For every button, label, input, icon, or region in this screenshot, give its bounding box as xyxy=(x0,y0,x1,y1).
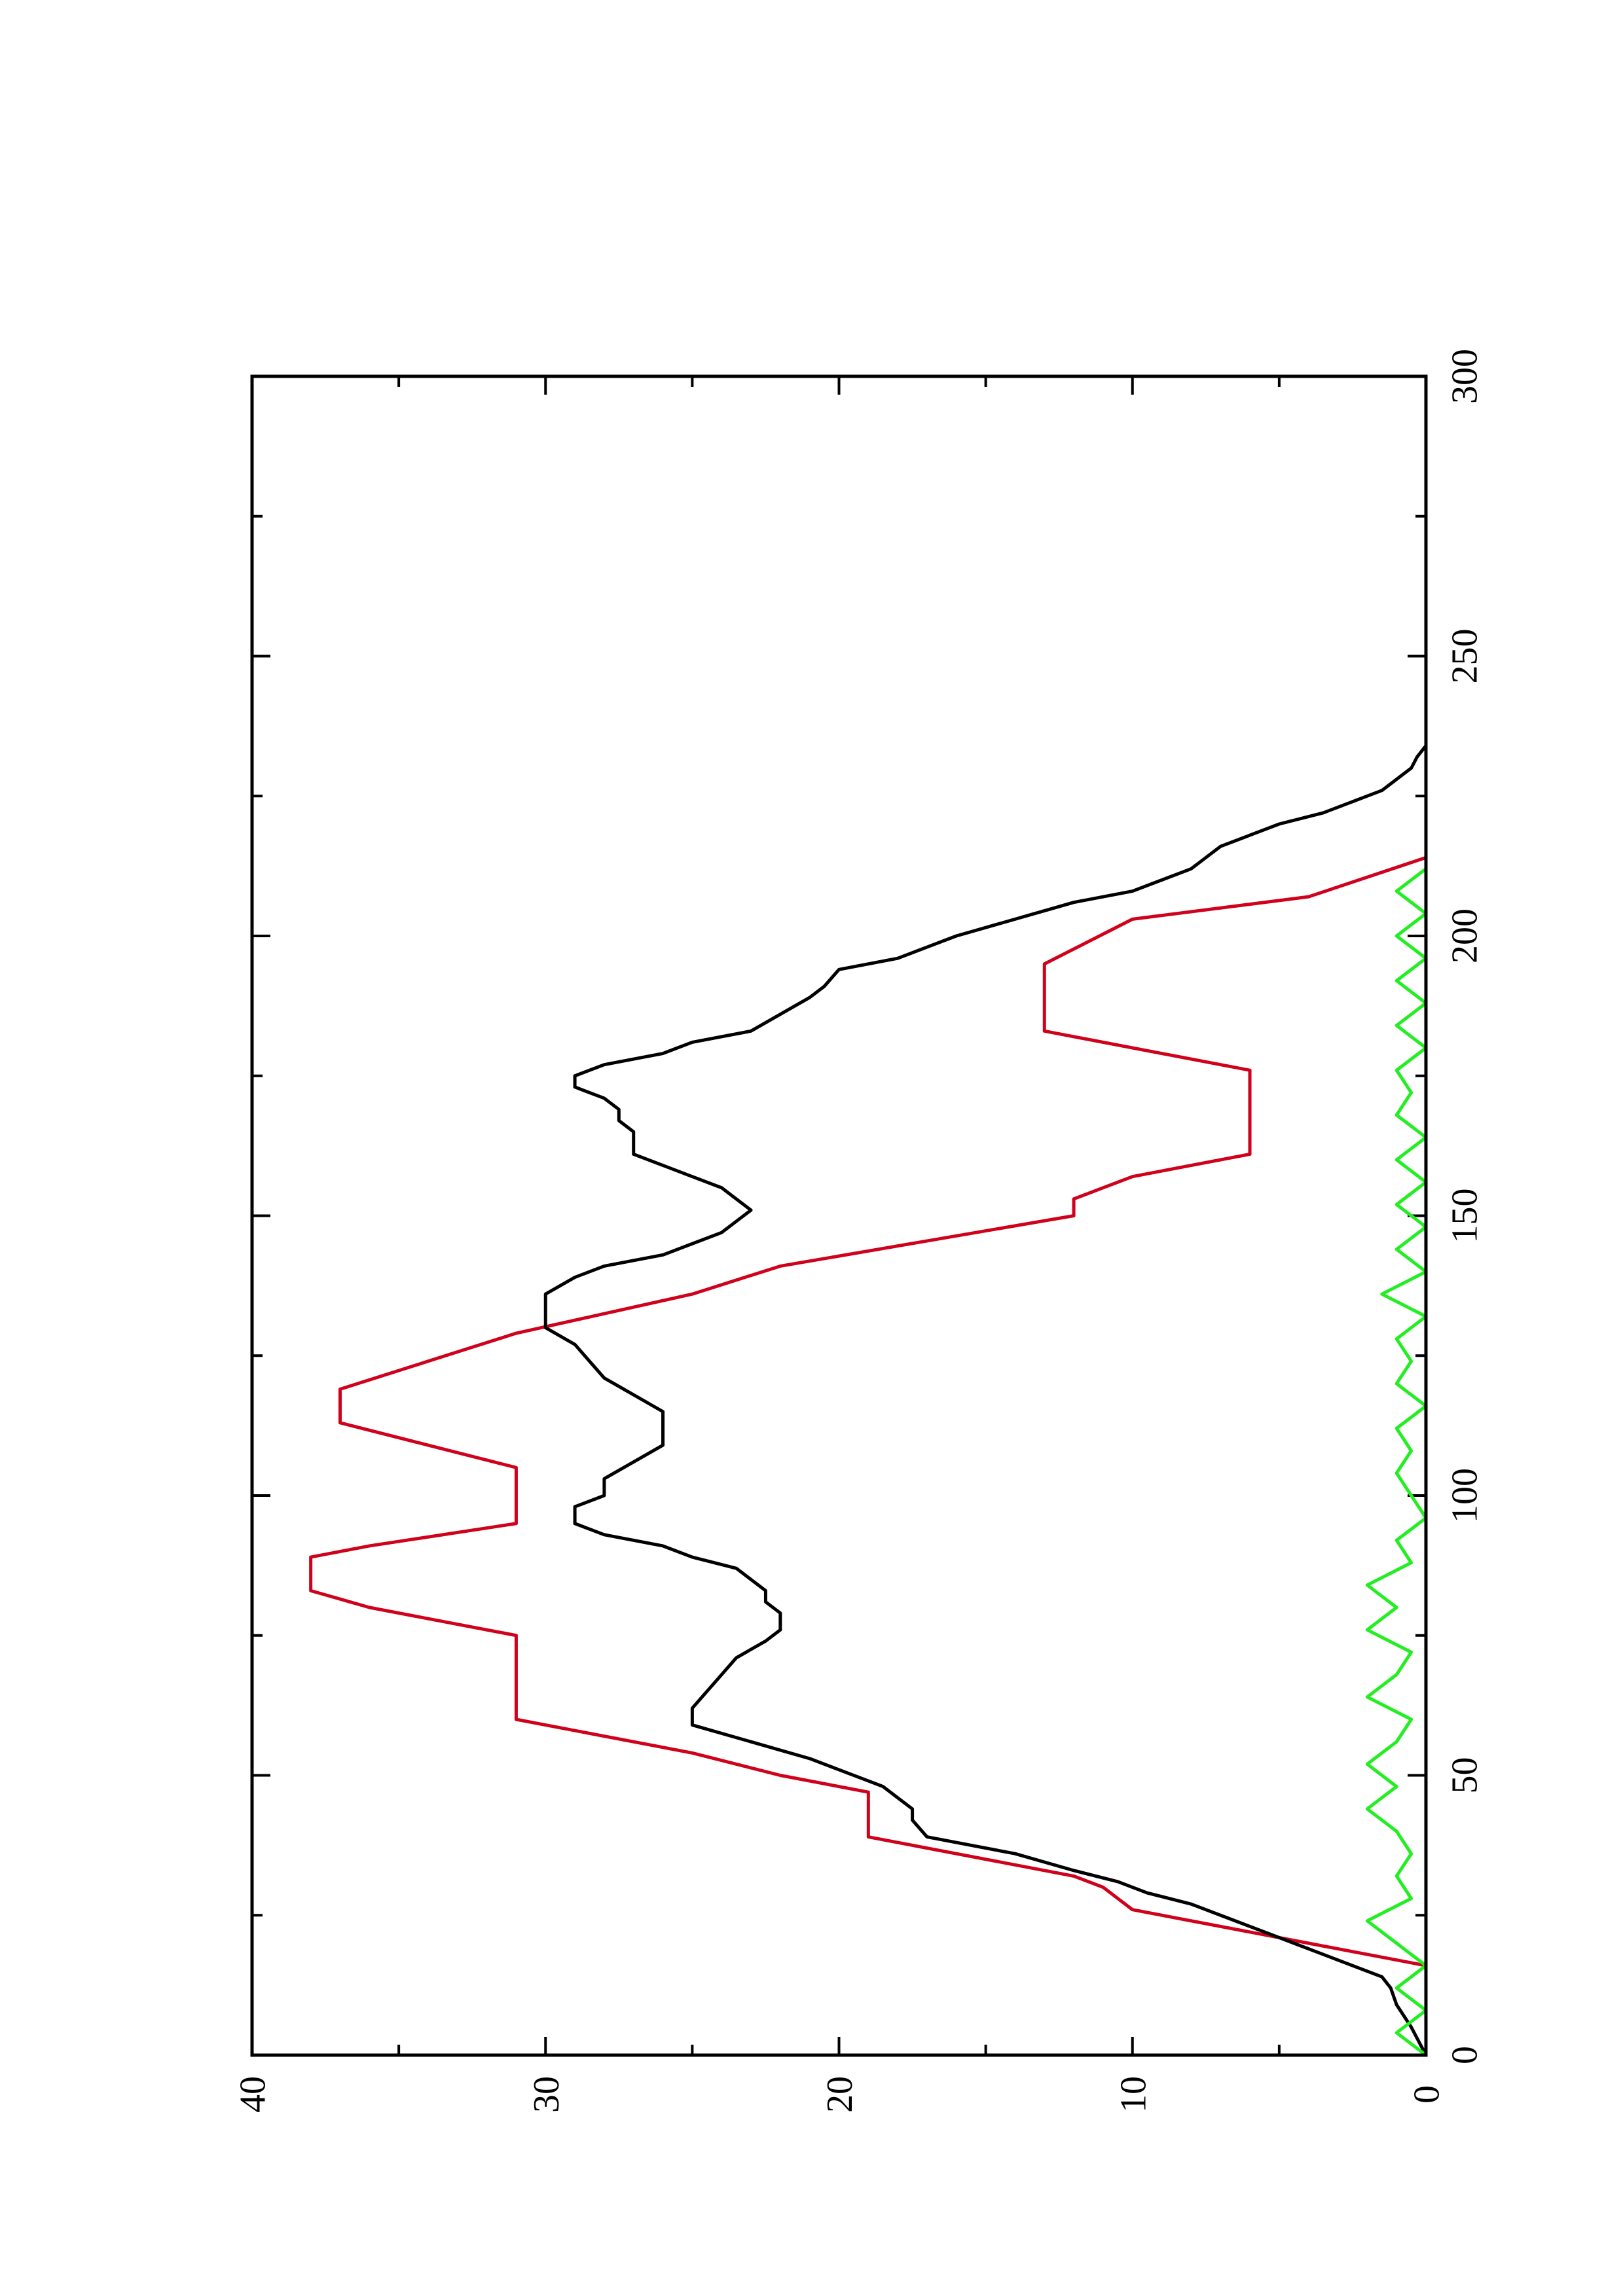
y-tick-label: 30 xyxy=(526,2076,567,2113)
x-tick-label: 200 xyxy=(1445,908,1486,963)
x-tick-label: 250 xyxy=(1445,629,1486,684)
x-tick-label: 50 xyxy=(1445,1757,1486,1794)
series-lines xyxy=(309,744,1428,2056)
series-line-2 xyxy=(543,744,1428,2056)
plot-frame xyxy=(250,374,1428,2057)
y-tick-label: 20 xyxy=(820,2076,860,2113)
series-line-3 xyxy=(1365,857,1428,2056)
x-tick-label: 100 xyxy=(1445,1468,1486,1523)
tick-marks xyxy=(251,375,1427,2056)
y-tick-label: 10 xyxy=(1113,2076,1154,2113)
tick-labels: 0 50 100 150 200 250 300 0 10 20 30 40 xyxy=(233,349,1486,2113)
y-tick-label: 0 xyxy=(1407,2085,1448,2104)
x-tick-label: 300 xyxy=(1445,349,1486,404)
x-tick-label: 150 xyxy=(1445,1189,1486,1244)
x-tick-label: 0 xyxy=(1445,2046,1486,2064)
series-line-1 xyxy=(309,855,1427,1967)
y-tick-label: 40 xyxy=(233,2076,274,2113)
